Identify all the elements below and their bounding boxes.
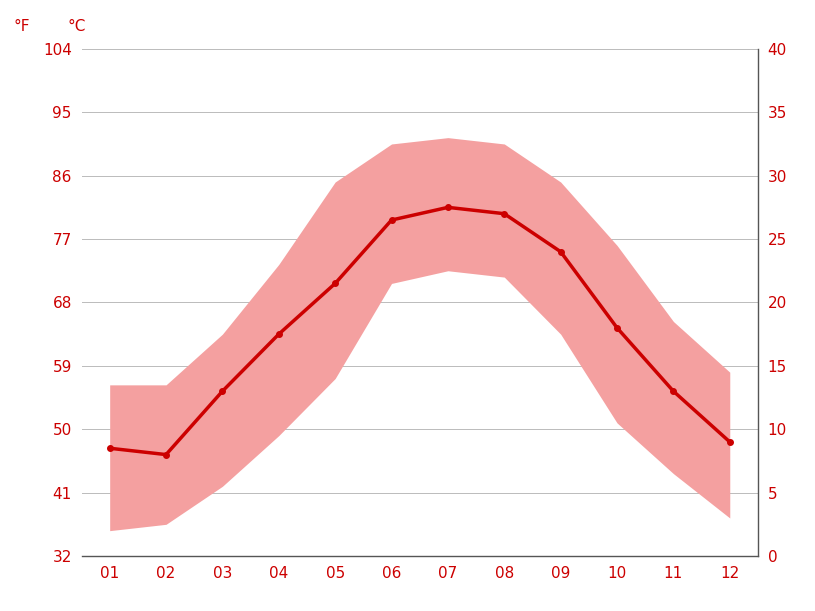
Text: °C: °C: [68, 19, 86, 34]
Text: °F: °F: [14, 19, 30, 34]
